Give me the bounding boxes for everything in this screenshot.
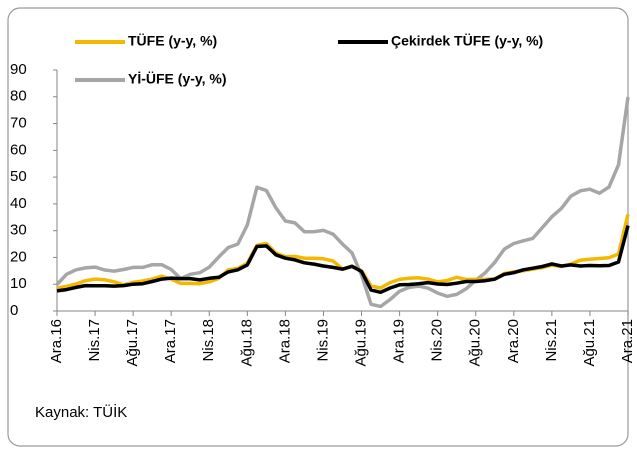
y-tick-label: 40 — [10, 195, 27, 212]
frame — [7, 7, 629, 447]
x-tick-label: Ara.19 — [391, 319, 408, 363]
x-tick-label: Nis.18 — [200, 319, 217, 362]
x-tick-label: Ara.21 — [619, 319, 636, 363]
y-tick-label: 10 — [10, 275, 27, 292]
series-line — [55, 96, 630, 309]
y-tick-label: 60 — [10, 141, 27, 158]
x-tick-label: Nis.17 — [86, 319, 103, 362]
y-tick-label: 80 — [10, 88, 27, 105]
source-note: Kaynak: TÜİK — [35, 403, 127, 421]
y-tick-label: 50 — [10, 168, 27, 185]
x-tick-label: Ara.20 — [505, 319, 522, 363]
y-tick-label: 90 — [10, 61, 27, 78]
x-tick-label: Ağu.19 — [353, 319, 370, 367]
y-tick-label: 30 — [10, 222, 27, 239]
legend-label: Yİ-ÜFE (y-y, %) — [128, 71, 227, 87]
y-tick-label: 0 — [10, 302, 18, 319]
legend-label: Çekirdek TÜFE (y-y, %) — [391, 33, 543, 49]
x-tick-label: Nis.21 — [543, 319, 560, 362]
x-tick-label: Ara.18 — [276, 319, 293, 363]
y-tick-label: 70 — [10, 115, 27, 132]
x-tick-label: Ağu.17 — [124, 319, 141, 367]
x-tick-label: Ağu.21 — [581, 319, 598, 367]
x-tick-label: Ağu.18 — [238, 319, 255, 367]
x-tick-label: Ara.17 — [162, 319, 179, 363]
x-tick-label: Nis.19 — [314, 319, 331, 362]
series-line — [56, 225, 630, 295]
y-tick-label: 20 — [10, 248, 27, 265]
x-tick-label: Ağu.20 — [467, 319, 484, 367]
x-tick-label: Ara.16 — [48, 319, 65, 363]
x-tick-label: Nis.20 — [429, 319, 446, 362]
legend-label: TÜFE (y-y, %) — [128, 33, 217, 49]
